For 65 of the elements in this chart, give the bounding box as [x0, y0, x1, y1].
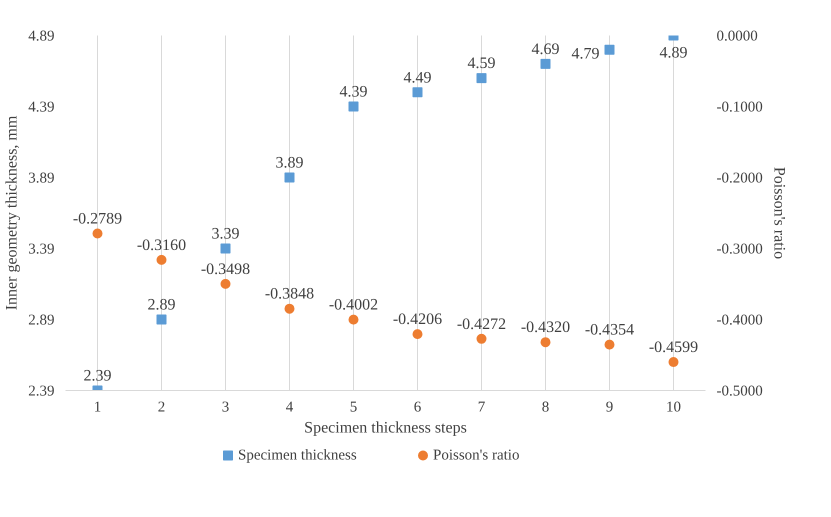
point [604, 44, 614, 55]
point [348, 314, 358, 325]
x-tick-label: 7 [478, 400, 486, 416]
y-tick-label: 4.39 [28, 100, 54, 116]
point [156, 314, 166, 324]
y2-tick-label: -0.5000 [716, 384, 763, 400]
y2-tick-label: -0.2000 [716, 170, 763, 186]
point [476, 73, 486, 84]
data-label: 4.39 [340, 84, 368, 100]
point [668, 357, 678, 368]
y-tick-label: 2.89 [28, 312, 54, 328]
y2-tick-label: -0.1000 [716, 100, 763, 116]
x-tick-label: 3 [222, 400, 230, 416]
y2-tick-label: -0.4000 [716, 312, 763, 328]
x-tick-label: 6 [414, 400, 422, 416]
point [540, 337, 550, 348]
y-tick-label: 3.89 [28, 170, 54, 186]
data-label: -0.3498 [200, 260, 250, 278]
point [412, 87, 422, 98]
y-tick-label: 4.89 [28, 28, 54, 44]
data-label: 4.79 [572, 46, 600, 63]
y2-axis-title: Poisson's ratio [770, 166, 788, 260]
data-label: -0.3848 [264, 286, 314, 303]
x-tick-label: 9 [606, 400, 614, 416]
x-tick-label: 5 [350, 400, 358, 416]
data-label: -0.4002 [328, 296, 378, 314]
data-label: 4.89 [660, 44, 688, 62]
legend-label: Specimen thickness [238, 448, 357, 464]
point [284, 172, 294, 182]
point [412, 329, 422, 340]
point [284, 304, 294, 314]
data-label: -0.3160 [136, 236, 186, 254]
data-label: 4.59 [468, 55, 496, 72]
point [92, 228, 102, 239]
x-tick-label: 10 [666, 400, 681, 416]
y-tick-label: 2.39 [28, 384, 54, 400]
point [348, 102, 358, 112]
data-label: 2.89 [148, 296, 176, 314]
y-axis-title: Inner geometry thickness, mm [3, 115, 20, 310]
data-label: 4.69 [532, 40, 560, 58]
data-label: -0.4206 [392, 311, 442, 328]
x-axis-title: Specimen thickness steps [304, 420, 467, 436]
point [220, 278, 230, 289]
point [604, 340, 614, 350]
x-tick-label: 1 [94, 400, 102, 416]
x-tick-label: 2 [158, 400, 166, 416]
data-label: -0.4272 [456, 316, 506, 333]
data-label: -0.2789 [72, 210, 122, 228]
y2-tick-label: -0.3000 [716, 242, 763, 258]
y2-tick-label: 0.0000 [716, 28, 758, 44]
legend-label: Poisson's ratio [433, 448, 520, 464]
point [476, 334, 486, 344]
y-tick-label: 3.39 [28, 242, 54, 258]
data-label: 3.89 [276, 154, 304, 172]
point [220, 244, 230, 254]
data-label: 4.49 [404, 69, 432, 86]
point [540, 58, 550, 69]
data-label: -0.4354 [584, 322, 634, 339]
data-label: -0.4320 [520, 319, 570, 336]
data-label: 3.39 [212, 226, 240, 242]
data-label: 2.39 [84, 368, 112, 384]
x-tick-label: 8 [542, 400, 550, 416]
data-label: -0.4599 [648, 339, 698, 356]
x-tick-label: 4 [286, 400, 294, 416]
point [156, 254, 166, 265]
